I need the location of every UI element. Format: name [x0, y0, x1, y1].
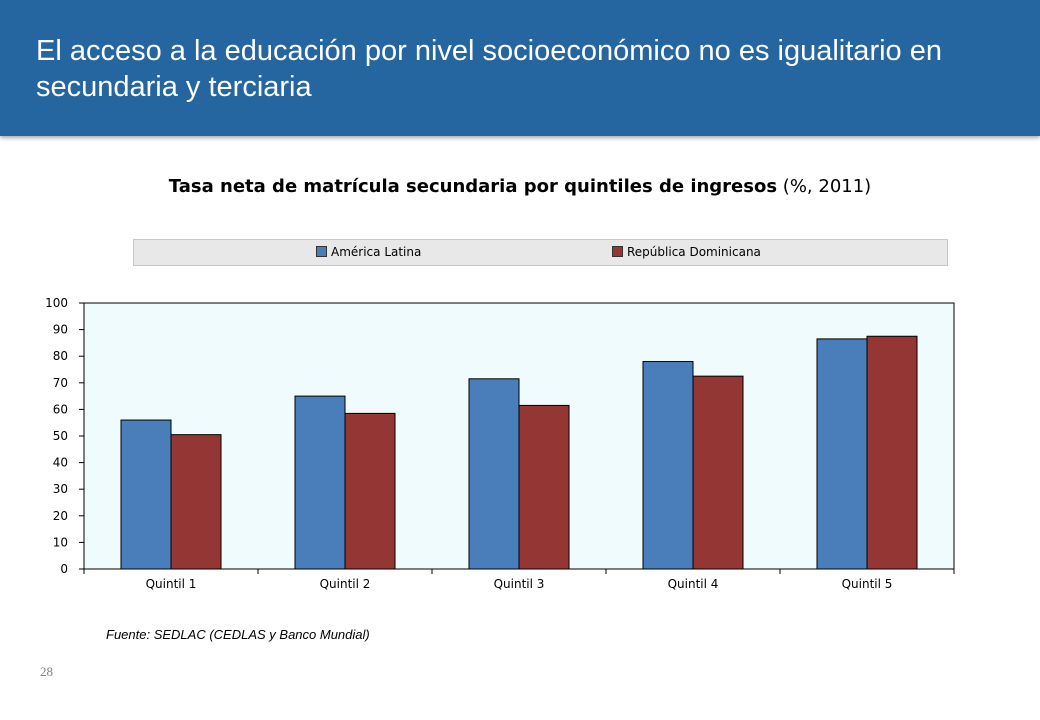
- chart-title-unit: (%, 2011): [777, 176, 872, 197]
- legend-swatch-america-latina: [316, 246, 327, 257]
- y-tick-label: 10: [53, 535, 68, 549]
- x-tick-label: Quintil 2: [320, 577, 371, 591]
- legend-label-america-latina: América Latina: [331, 245, 422, 259]
- chart-title: Tasa neta de matrícula secundaria por qu…: [0, 176, 1040, 197]
- bar-quintil-2-s2: [344, 412, 396, 570]
- bar-quintil-2-s1: [294, 395, 346, 570]
- chart-title-bold: Tasa neta de matrícula secundaria por qu…: [168, 176, 778, 197]
- y-tick-label: 70: [53, 376, 68, 390]
- y-tick-label: 80: [53, 349, 68, 363]
- bar-quintil-5-s2: [866, 335, 918, 570]
- y-tick-label: 90: [53, 323, 68, 337]
- x-tick-label: Quintil 5: [842, 577, 893, 591]
- bar-quintil-1-s1: [120, 419, 172, 570]
- bar-quintil-5-s1: [816, 338, 868, 570]
- y-tick-label: 50: [53, 429, 68, 443]
- y-tick-label: 100: [45, 296, 68, 310]
- bar-quintil-3-s2: [518, 404, 570, 570]
- x-tick-label: Quintil 1: [146, 577, 197, 591]
- y-tick-label: 30: [53, 482, 68, 496]
- y-tick-label: 20: [53, 509, 68, 523]
- legend-item-republica-dominicana: República Dominicana: [612, 245, 761, 259]
- slide-title: El acceso a la educación por nivel socio…: [36, 35, 942, 103]
- bar-quintil-3-s1: [468, 378, 520, 570]
- y-tick-label: 0: [60, 562, 68, 576]
- source-note: Fuente: SEDLAC (CEDLAS y Banco Mundial): [106, 627, 370, 642]
- legend-item-america-latina: América Latina: [316, 245, 421, 259]
- x-tick-label: Quintil 4: [668, 577, 719, 591]
- chart-legend: América Latina República Dominicana: [133, 239, 948, 266]
- legend-swatch-republica-dominicana: [612, 246, 623, 257]
- legend-label-republica-dominicana: República Dominicana: [627, 245, 761, 259]
- header-bar: El acceso a la educación por nivel socio…: [0, 0, 1040, 136]
- page-number: 28: [40, 664, 53, 679]
- bar-quintil-4-s2: [692, 375, 744, 570]
- y-tick-label: 40: [53, 456, 68, 470]
- y-tick-label: 60: [53, 402, 68, 416]
- bar-quintil-4-s1: [642, 361, 694, 570]
- x-tick-label: Quintil 3: [494, 577, 545, 591]
- bar-quintil-1-s2: [170, 434, 222, 570]
